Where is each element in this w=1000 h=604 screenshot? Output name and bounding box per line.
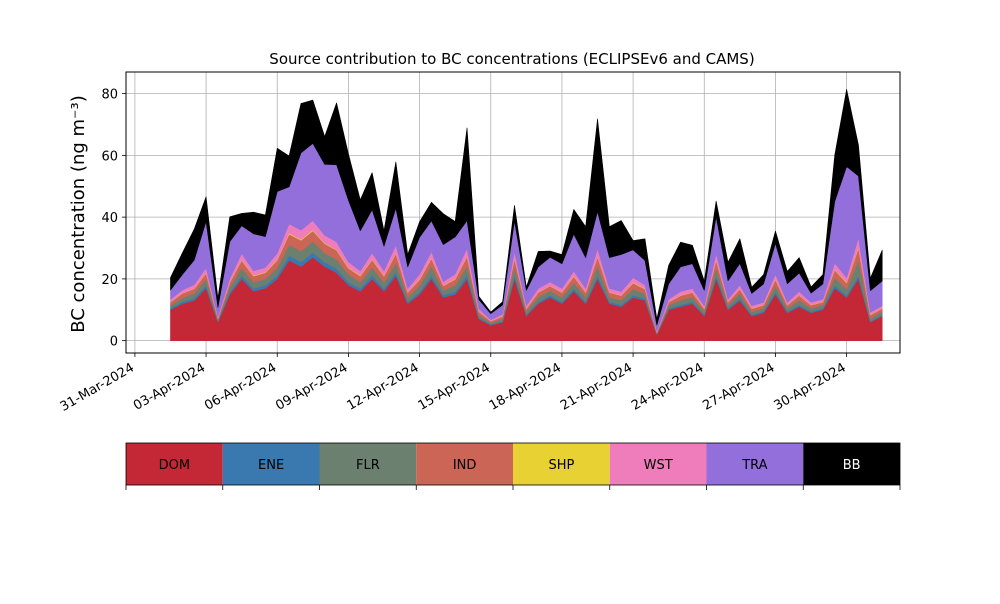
legend-swatch-bb bbox=[803, 443, 900, 485]
y-axis: 0 20 40 60 80 bbox=[101, 88, 126, 350]
x-tick-label: 09-Apr-2024 bbox=[273, 360, 350, 413]
x-tick-label: 31-Mar-2024 bbox=[58, 360, 137, 414]
legend-swatch-ene bbox=[222, 443, 320, 485]
legend-swatch-wst bbox=[609, 443, 707, 485]
legend-colorbar: DOM ENE FLR IND SHP WST TRA BB bbox=[125, 442, 901, 490]
y-axis-label: BC concentration (ng m⁻³) bbox=[68, 95, 89, 333]
legend-label-shp: SHP bbox=[548, 458, 574, 473]
x-tick-label: 18-Apr-2024 bbox=[487, 360, 564, 413]
legend-label-bb: BB bbox=[843, 458, 861, 473]
legend-label-flr: FLR bbox=[356, 458, 380, 473]
x-tick-label: 30-Apr-2024 bbox=[772, 360, 849, 413]
legend-label-tra: TRA bbox=[741, 458, 767, 473]
y-tick-label: 0 bbox=[110, 335, 118, 350]
legend-label-ind: IND bbox=[453, 458, 477, 473]
x-tick-label: 06-Apr-2024 bbox=[202, 360, 279, 413]
legend-swatch-flr bbox=[319, 443, 417, 485]
legend-swatch-tra bbox=[706, 443, 804, 485]
x-tick-label: 12-Apr-2024 bbox=[344, 360, 421, 413]
x-tick-label: 15-Apr-2024 bbox=[416, 360, 493, 413]
legend-label-ene: ENE bbox=[258, 458, 284, 473]
y-tick-label: 60 bbox=[101, 149, 118, 164]
chart-title: Source contribution to BC concentrations… bbox=[269, 50, 754, 68]
x-tick-label: 24-Apr-2024 bbox=[629, 360, 706, 413]
area-bb bbox=[170, 88, 883, 326]
y-tick-label: 20 bbox=[101, 273, 118, 288]
x-axis: 31-Mar-202403-Apr-202406-Apr-202409-Apr-… bbox=[58, 353, 849, 415]
legend-label-dom: DOM bbox=[159, 458, 190, 473]
x-tick-label: 27-Apr-2024 bbox=[700, 360, 777, 413]
legend-swatch-dom bbox=[126, 443, 223, 485]
x-tick-label: 21-Apr-2024 bbox=[558, 360, 635, 413]
legend-label-wst: WST bbox=[644, 458, 673, 473]
x-tick-label: 03-Apr-2024 bbox=[131, 360, 208, 413]
y-tick-label: 80 bbox=[101, 88, 118, 103]
y-tick-label: 40 bbox=[101, 211, 118, 226]
legend-swatch-shp bbox=[513, 443, 610, 485]
plot-frame bbox=[125, 71, 901, 354]
legend-swatch-ind bbox=[416, 443, 513, 485]
stacked-areas bbox=[170, 88, 883, 341]
